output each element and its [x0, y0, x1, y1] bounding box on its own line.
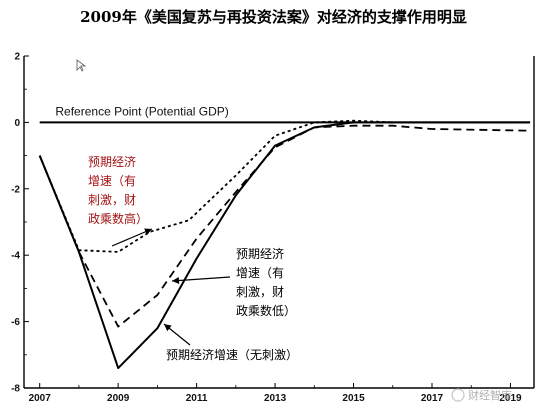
y-tick-label: 2 [14, 52, 20, 63]
series-group [38, 119, 531, 370]
x-tick-label: 2017 [421, 393, 444, 404]
axes [23, 56, 535, 389]
x-tick-label: 2009 [107, 393, 130, 404]
y-tick-label: -4 [11, 251, 20, 262]
y-tick-label: 0 [14, 118, 20, 129]
x-tick-label: 2011 [186, 393, 208, 404]
annotation-low-line: 增速（有 [236, 266, 284, 280]
annotation-low-line: 政乘数低） [236, 303, 296, 318]
x-tick-label: 2013 [264, 393, 287, 404]
series-line-dashed [38, 124, 531, 328]
mouse-cursor-icon [76, 59, 87, 72]
watermark-logo-icon [451, 388, 465, 402]
arrow-high-head [144, 228, 152, 235]
arrow-high [111, 228, 153, 247]
annotation-low-line: 刺激，财 [236, 285, 284, 299]
arrow-low-head [172, 277, 180, 285]
annotations: 预期经济增速（有刺激，财政乘数高）预期经济增速（有刺激，财政乘数低）预期经济增速… [88, 154, 298, 362]
y-tick-label: -8 [11, 384, 20, 395]
annotation-high-line: 刺激，财 [88, 193, 136, 207]
annotation-high-multiplier: 预期经济增速（有刺激，财政乘数高） [88, 154, 148, 226]
x-tick-label: 2019 [499, 393, 522, 404]
reference-line-label: Reference Point (Potential GDP) [55, 104, 228, 118]
watermark-text: 财经智库 [468, 388, 512, 402]
annotation-high-line: 增速（有 [88, 174, 136, 188]
tick-labels: 2 0 -2 -4 -6 -8 2007 2009 2011 2013 2015 2017 2019 [11, 52, 522, 405]
arrow-none-head [164, 324, 172, 332]
watermark: 财经智库 [451, 388, 512, 402]
y-tick-label: -2 [11, 184, 20, 195]
annotation-high-line: 政乘数高） [88, 211, 148, 226]
annotation-high-line: 预期经济 [88, 154, 136, 169]
arrow-low [171, 276, 231, 282]
x-tick-label: 2015 [342, 393, 365, 404]
y-tick-label: -6 [11, 317, 20, 328]
x-tick-label: 2007 [29, 393, 52, 404]
series-line-dotted [38, 119, 531, 253]
annotation-no-stimulus: 预期经济增速（无刺激） [166, 347, 298, 362]
cursor-arrow [76, 59, 87, 72]
annotation-low-line: 预期经济 [236, 246, 284, 261]
annotation-low-multiplier: 预期经济增速（有刺激，财政乘数低） [236, 246, 296, 318]
chart-title: 2009年《美国复苏与再投资法案》对经济的支撑作用明显 [80, 8, 467, 26]
